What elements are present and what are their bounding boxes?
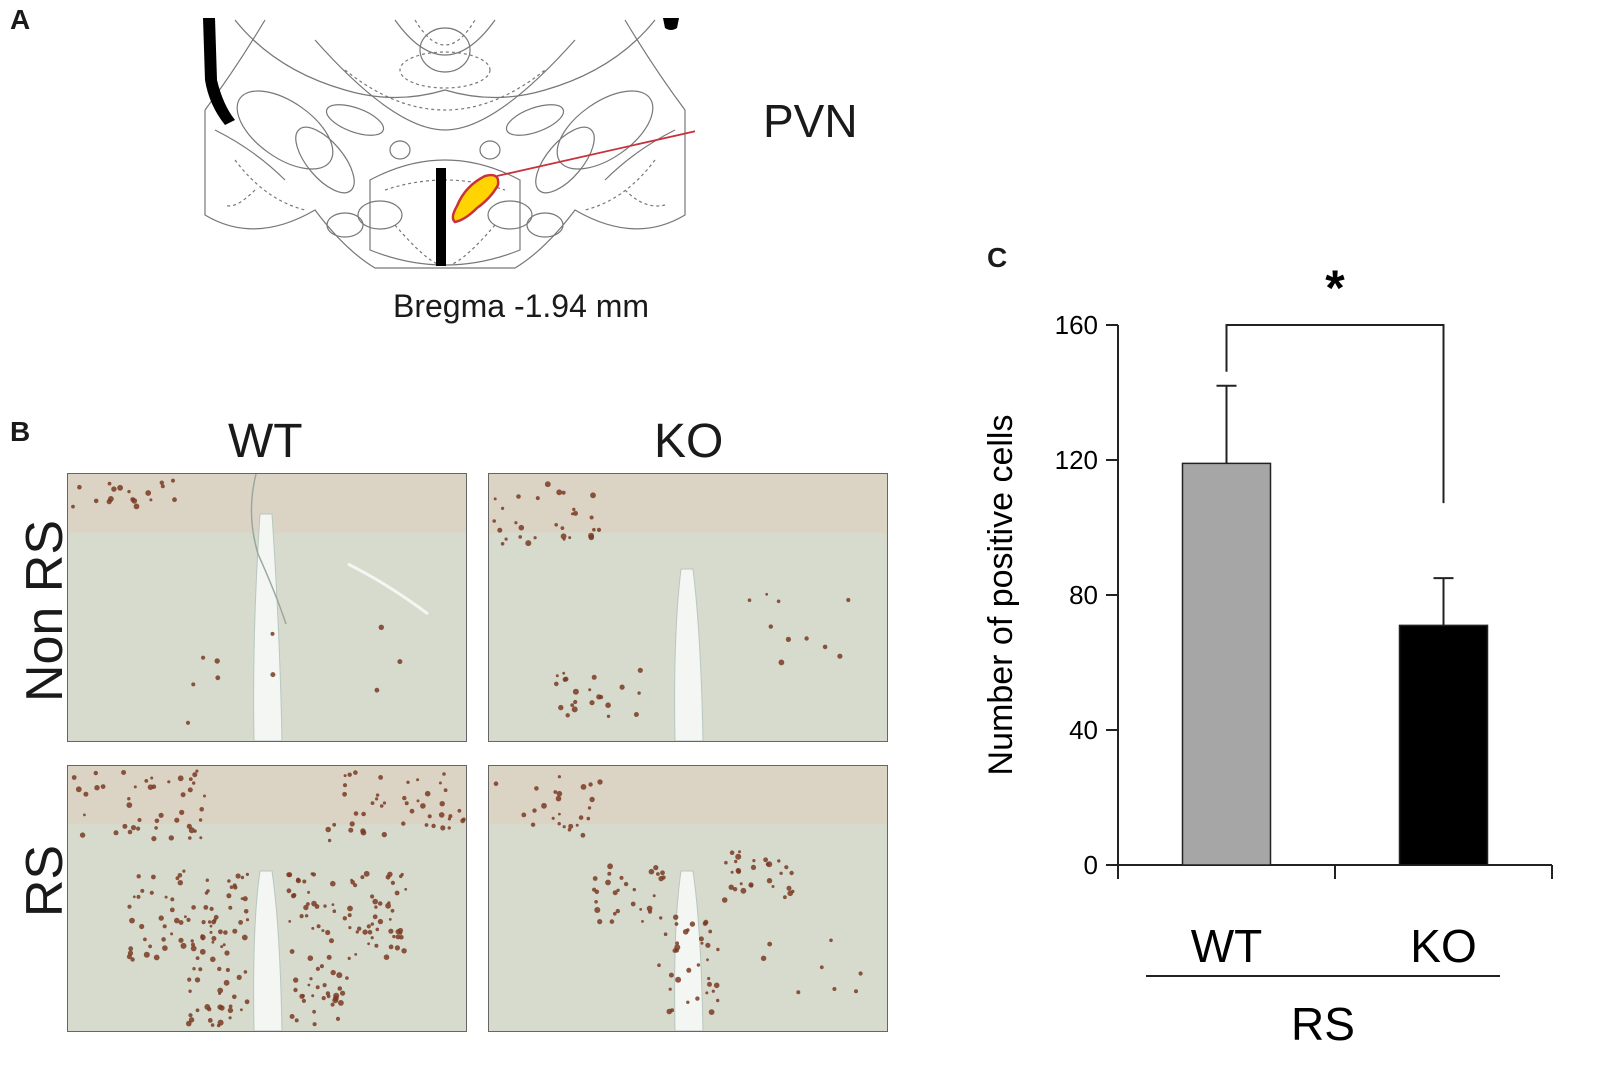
group-label: RS bbox=[1291, 998, 1355, 1050]
panel-a-letter: A bbox=[10, 4, 31, 35]
micrograph-wt-non-rs bbox=[67, 473, 467, 742]
y-axis-label: Number of positive cells bbox=[982, 415, 1020, 776]
micrograph-ko-rs bbox=[488, 765, 888, 1032]
category-label-wt: WT bbox=[1191, 920, 1263, 972]
significance-marker: * bbox=[1325, 260, 1345, 316]
y-tick-label: 120 bbox=[1055, 445, 1098, 475]
significance-bracket bbox=[1225, 324, 1445, 504]
category-label-ko: KO bbox=[1410, 920, 1476, 972]
bar-ko bbox=[1398, 624, 1489, 866]
pvn-label: PVN bbox=[763, 95, 858, 147]
brain-atlas-diagram bbox=[203, 18, 695, 269]
column-label-ko: KO bbox=[654, 415, 724, 468]
bar-wt bbox=[1181, 462, 1272, 866]
y-tick-label: 40 bbox=[1069, 715, 1098, 745]
y-tick-label: 0 bbox=[1084, 850, 1098, 880]
row-label-rs: RS bbox=[16, 844, 74, 918]
bar-chart: Number of positive cells 0 40 80 120 160 * W… bbox=[982, 260, 1553, 1050]
bregma-label: Bregma -1.94 mm bbox=[393, 288, 650, 324]
row-label-non-rs: Non RS bbox=[16, 519, 74, 703]
panel-b-letter: B bbox=[10, 416, 31, 447]
y-tick-label: 160 bbox=[1055, 310, 1098, 340]
micrograph-ko-non-rs bbox=[488, 473, 888, 742]
column-label-wt: WT bbox=[228, 415, 303, 468]
y-tick-label: 80 bbox=[1069, 580, 1098, 610]
panel-c-letter: C bbox=[987, 242, 1008, 273]
micrograph-wt-rs bbox=[67, 765, 467, 1032]
